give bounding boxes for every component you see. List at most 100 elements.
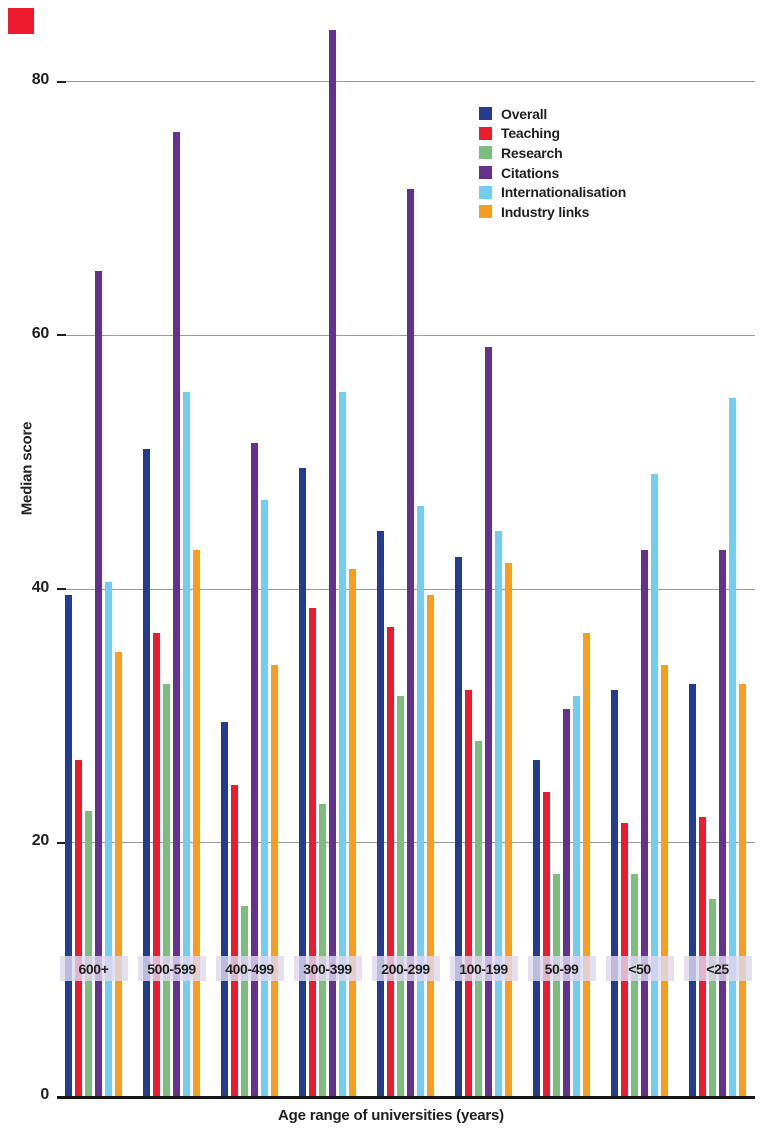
gridline-80 (57, 81, 755, 82)
gridline-60 (57, 334, 755, 336)
x-axis-title: Age range of universities (years) (278, 1107, 504, 1124)
bar-internationalisation-25 (729, 398, 736, 1096)
legend-swatch-industry-links (479, 205, 492, 219)
category-band-100-199: 100-199 (449, 956, 518, 981)
category-band-25: <25 (683, 956, 752, 981)
bar-citations-200-299 (407, 188, 414, 1096)
gridline-40 (57, 588, 755, 590)
y-tick-label-40: 40 (31, 578, 50, 596)
bar-internationalisation-500-599 (183, 391, 190, 1096)
bar-research-100-199 (475, 740, 482, 1096)
legend-label-citations: Citations (501, 164, 560, 181)
y-tick-60 (57, 334, 66, 337)
bar-research-600 (85, 810, 92, 1096)
category-band-500-599: 500-599 (137, 956, 206, 981)
legend-item-internationalisation: Internationalisation (479, 182, 626, 202)
bar-research-200-299 (397, 696, 404, 1096)
bar-citations-50-99 (563, 709, 570, 1096)
legend-swatch-research (479, 146, 492, 160)
bar-overall-600 (65, 594, 72, 1096)
bar-teaching-100-199 (465, 690, 472, 1096)
bar-industry-links-300-399 (349, 569, 356, 1096)
legend-item-citations: Citations (479, 163, 626, 183)
legend-label-teaching: Teaching (501, 125, 560, 142)
y-tick-80 (57, 80, 66, 83)
legend-item-research: Research (479, 143, 626, 163)
bar-teaching-500-599 (153, 632, 160, 1096)
gridline-20 (57, 842, 755, 844)
bar-citations-50 (641, 550, 648, 1096)
bar-citations-600 (95, 271, 102, 1096)
category-band-200-299: 200-299 (371, 956, 440, 981)
bar-teaching-50-99 (543, 791, 550, 1096)
brand-corner-square (8, 8, 34, 34)
bar-overall-25 (689, 683, 696, 1096)
bar-industry-links-500-599 (193, 550, 200, 1096)
bar-internationalisation-50 (651, 474, 658, 1096)
legend-item-industry-links: Industry links (479, 202, 626, 222)
y-tick-label-80: 80 (31, 71, 50, 88)
bar-teaching-200-299 (387, 626, 394, 1096)
bar-internationalisation-600 (105, 582, 112, 1096)
bar-research-300-399 (319, 804, 326, 1096)
x-axis-line (57, 1096, 755, 1099)
category-label-50: <50 (628, 960, 651, 977)
bar-industry-links-600 (115, 651, 122, 1096)
category-band-300-399: 300-399 (293, 956, 362, 981)
bar-overall-200-299 (377, 531, 384, 1096)
legend-item-teaching: Teaching (479, 124, 626, 144)
bar-overall-400-499 (221, 721, 228, 1096)
bar-citations-100-199 (485, 347, 492, 1096)
bar-industry-links-50 (661, 664, 668, 1096)
bar-internationalisation-100-199 (495, 531, 502, 1096)
category-label-500-599: 500-599 (147, 960, 196, 977)
y-tick-label-20: 20 (31, 832, 50, 850)
bar-internationalisation-50-99 (573, 696, 580, 1096)
legend-label-internationalisation: Internationalisation (501, 184, 627, 201)
legend-label-overall: Overall (501, 105, 548, 122)
legend-label-industry-links: Industry links (501, 203, 590, 220)
category-band-50: <50 (605, 956, 674, 981)
category-label-50-99: 50-99 (544, 960, 579, 977)
bar-overall-50 (611, 690, 618, 1096)
bar-research-400-499 (241, 905, 248, 1096)
bar-overall-500-599 (143, 448, 150, 1096)
bar-citations-300-399 (329, 30, 336, 1096)
bar-research-25 (709, 899, 716, 1096)
y-tick-20 (57, 841, 66, 844)
category-band-400-499: 400-499 (215, 956, 284, 981)
legend-label-research: Research (501, 144, 563, 161)
bar-teaching-400-499 (231, 785, 238, 1096)
bar-overall-300-399 (299, 467, 306, 1096)
category-label-100-199: 100-199 (459, 960, 508, 977)
y-tick-label-0: 0 (40, 1086, 49, 1103)
category-band-50-99: 50-99 (527, 956, 596, 981)
bar-overall-50-99 (533, 759, 540, 1096)
bar-research-500-599 (163, 683, 170, 1096)
bar-citations-400-499 (251, 442, 258, 1096)
bar-internationalisation-300-399 (339, 391, 346, 1096)
legend-swatch-teaching (479, 126, 492, 140)
category-label-25: <25 (706, 960, 729, 977)
bar-research-50 (631, 873, 638, 1096)
bar-teaching-600 (75, 759, 82, 1096)
bar-citations-25 (719, 550, 726, 1096)
bar-industry-links-400-499 (271, 664, 278, 1096)
legend-swatch-internationalisation (479, 185, 492, 199)
y-tick-label-60: 60 (31, 324, 50, 342)
bar-industry-links-200-299 (427, 594, 434, 1096)
bar-industry-links-100-199 (505, 563, 512, 1096)
bar-internationalisation-200-299 (417, 506, 424, 1096)
bar-industry-links-50-99 (583, 632, 590, 1096)
category-label-300-399: 300-399 (303, 960, 352, 977)
bar-teaching-300-399 (309, 607, 316, 1096)
category-label-200-299: 200-299 (381, 960, 430, 977)
bar-overall-100-199 (455, 556, 462, 1096)
legend-item-overall: Overall (479, 104, 626, 124)
legend-swatch-citations (479, 166, 492, 180)
bar-research-50-99 (553, 873, 560, 1096)
category-label-400-499: 400-499 (225, 960, 274, 977)
bar-internationalisation-400-499 (261, 499, 268, 1096)
